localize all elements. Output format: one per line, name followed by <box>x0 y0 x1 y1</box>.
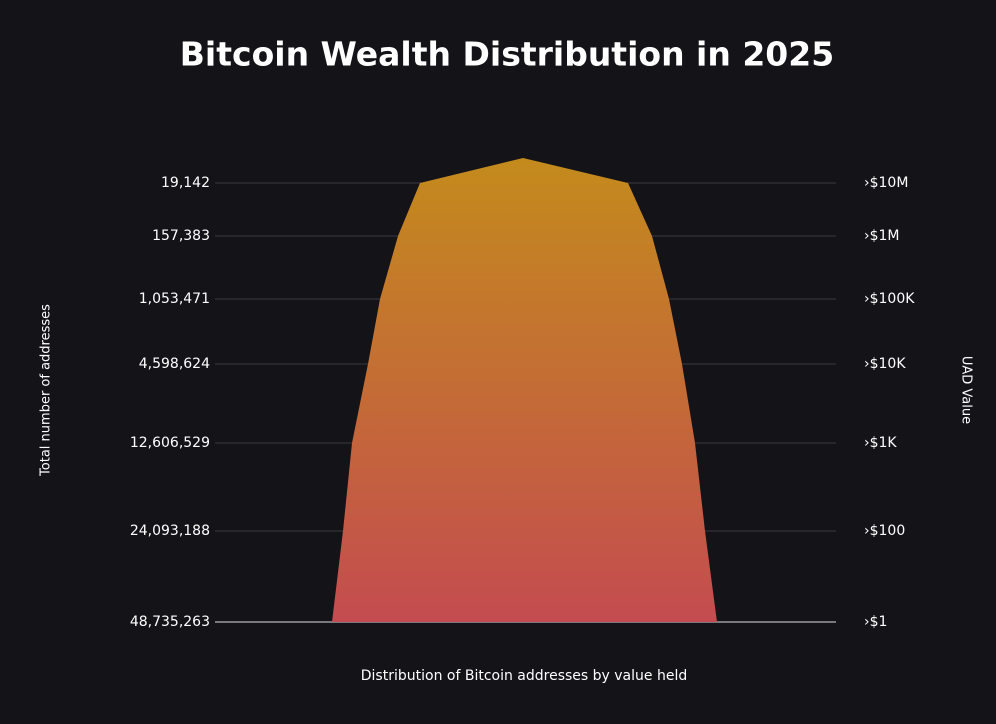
bottom-label: Distribution of Bitcoin addresses by val… <box>361 668 687 684</box>
usd-value: ›$1K <box>864 435 897 451</box>
address-count: 48,735,263 <box>130 614 210 630</box>
left-axis-label: Total number of addresses <box>39 304 54 477</box>
usd-value: ›$10M <box>864 175 908 191</box>
address-count: 24,093,188 <box>130 523 210 539</box>
usd-value: ›$10K <box>864 356 906 372</box>
address-count: 19,142 <box>161 175 210 191</box>
address-count: 1,053,471 <box>139 291 210 307</box>
usd-value: ›$100K <box>864 291 915 307</box>
right-axis-label: UAD Value <box>959 356 974 424</box>
usd-value: ›$1M <box>864 228 900 244</box>
address-count: 157,383 <box>152 228 210 244</box>
address-count: 12,606,529 <box>130 435 210 451</box>
usd-value: ›$100 <box>864 523 905 539</box>
levels: 19,142 ›$10M 157,383 ›$1M 1,053,471 ›$100K 4,5… <box>130 175 915 630</box>
address-count: 4,598,624 <box>139 356 210 372</box>
title: Bitcoin Wealth Distribution in 2025 <box>180 35 834 74</box>
distribution-shape <box>332 158 717 622</box>
usd-value: ›$1 <box>864 614 887 630</box>
